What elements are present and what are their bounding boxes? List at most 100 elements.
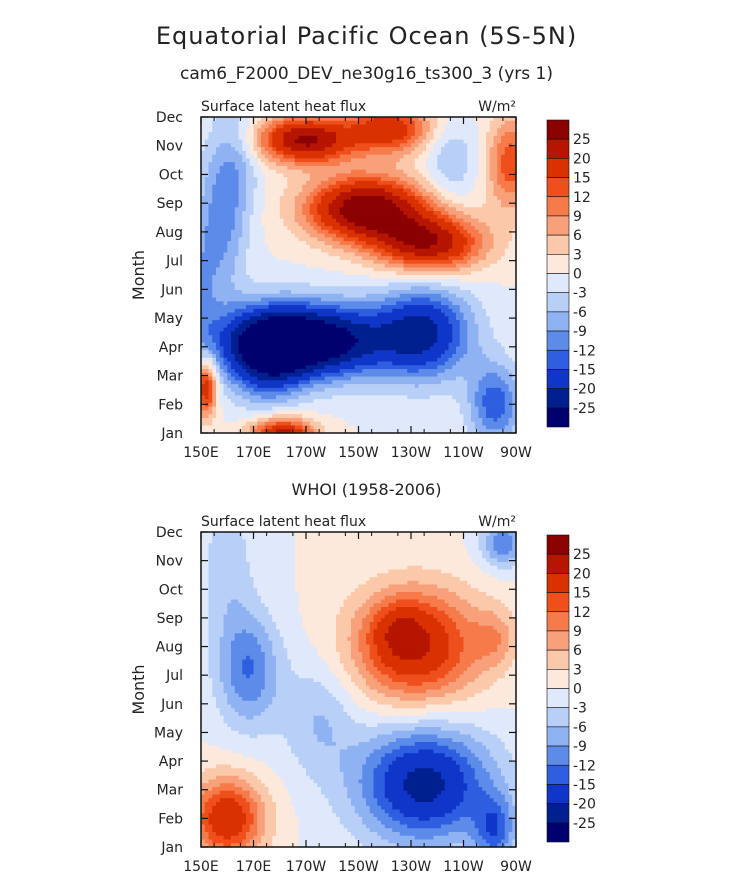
heatmap-cell	[291, 327, 296, 333]
heatmap-cell	[212, 263, 217, 269]
heatmap-cell	[313, 117, 318, 122]
heatmap-cell	[384, 226, 390, 231]
heatmap-cell	[448, 165, 453, 171]
heatmap-cell	[504, 139, 510, 144]
heatmap-cell	[444, 263, 450, 269]
heatmap-cell	[377, 150, 382, 156]
heatmap-cell	[257, 286, 262, 291]
heatmap-cell	[381, 301, 386, 306]
heatmap-cell	[276, 308, 281, 314]
heatmap-cell	[339, 207, 345, 212]
heatmap-cell	[287, 308, 292, 314]
heatmap-cell	[489, 301, 495, 306]
heatmap-cell	[294, 244, 300, 250]
heatmap-cell	[459, 290, 465, 295]
heatmap-cell	[354, 192, 360, 197]
heatmap-cell	[437, 316, 442, 321]
heatmap-cell	[302, 297, 307, 302]
heatmap-cell	[264, 323, 270, 329]
heatmap-cell	[212, 184, 217, 190]
heatmap-cell	[309, 305, 315, 310]
heatmap-cell	[347, 233, 352, 238]
heatmap-cell	[459, 301, 465, 306]
heatmap-cell	[261, 252, 266, 257]
heatmap-cell	[261, 301, 266, 306]
heatmap-cell	[399, 244, 405, 250]
heatmap-cell	[362, 267, 367, 272]
heatmap-cell	[253, 327, 258, 333]
heatmap-cell	[467, 135, 472, 141]
heatmap-cell	[366, 222, 371, 227]
heatmap-cell	[403, 162, 408, 167]
heatmap-cell	[234, 135, 240, 141]
heatmap-cell	[253, 199, 258, 205]
heatmap-cell	[478, 169, 483, 175]
heatmap-cell	[339, 154, 345, 159]
heatmap-cell	[298, 147, 303, 152]
heatmap-cell	[399, 263, 405, 269]
heatmap-cell	[238, 229, 243, 235]
heatmap-cell	[377, 128, 382, 133]
heatmap-cell	[467, 169, 472, 175]
heatmap-cell	[223, 237, 228, 242]
heatmap-cell	[369, 305, 375, 310]
heatmap-cell	[418, 301, 423, 306]
heatmap-cell	[261, 244, 266, 250]
heatmap-cell	[392, 203, 397, 208]
heatmap-cell	[452, 301, 457, 306]
heatmap-cell	[302, 271, 307, 276]
heatmap-cell	[433, 199, 438, 205]
heatmap-cell	[414, 222, 420, 227]
heatmap-cell	[253, 180, 258, 186]
heatmap-cell	[482, 120, 487, 126]
heatmap-cell	[426, 177, 431, 182]
heatmap-cell	[336, 177, 341, 182]
heatmap-cell	[339, 259, 345, 265]
heatmap-cell	[283, 154, 288, 159]
heatmap-cell	[242, 320, 247, 325]
heatmap-cell	[219, 278, 225, 284]
heatmap-cell	[242, 335, 247, 340]
heatmap-cell	[264, 180, 270, 186]
heatmap-cell	[223, 323, 228, 329]
heatmap-cell	[504, 301, 510, 306]
heatmap-cell	[407, 297, 412, 302]
heatmap-cell	[231, 297, 236, 302]
heatmap-cell	[452, 173, 457, 178]
heatmap-cell	[448, 207, 453, 212]
heatmap-cell	[433, 139, 438, 144]
heatmap-cell	[328, 124, 333, 129]
heatmap-cell	[261, 259, 266, 265]
heatmap-cell	[279, 147, 285, 152]
heatmap-cell	[276, 124, 281, 129]
heatmap-cell	[486, 305, 491, 310]
heatmap-cell	[324, 312, 330, 317]
heatmap-cell	[216, 192, 221, 197]
heatmap-cell	[366, 290, 371, 295]
heatmap-cell	[463, 226, 468, 231]
heatmap-cell	[456, 169, 461, 175]
heatmap-cell	[276, 158, 281, 163]
heatmap-cell	[317, 211, 322, 216]
heatmap-cell	[321, 237, 326, 242]
heatmap-cell	[339, 248, 345, 254]
heatmap-cell	[332, 267, 337, 272]
heatmap-cell	[384, 135, 390, 141]
heatmap-cell	[444, 327, 450, 333]
heatmap-cell	[444, 154, 450, 159]
heatmap-cell	[426, 211, 431, 216]
heatmap-cell	[204, 169, 210, 175]
heatmap-cell	[302, 177, 307, 182]
heatmap-cell	[463, 252, 468, 257]
heatmap-cell	[309, 241, 315, 246]
heatmap-cell	[429, 327, 435, 333]
heatmap-cell	[377, 162, 382, 167]
heatmap-cell	[231, 256, 236, 261]
heatmap-cell	[351, 143, 356, 148]
heatmap-cell	[287, 196, 292, 201]
heatmap-cell	[354, 203, 360, 208]
heatmap-cell	[253, 139, 258, 144]
heatmap-cell	[444, 256, 450, 261]
heatmap-cell	[508, 173, 513, 178]
heatmap-cell	[489, 154, 495, 159]
